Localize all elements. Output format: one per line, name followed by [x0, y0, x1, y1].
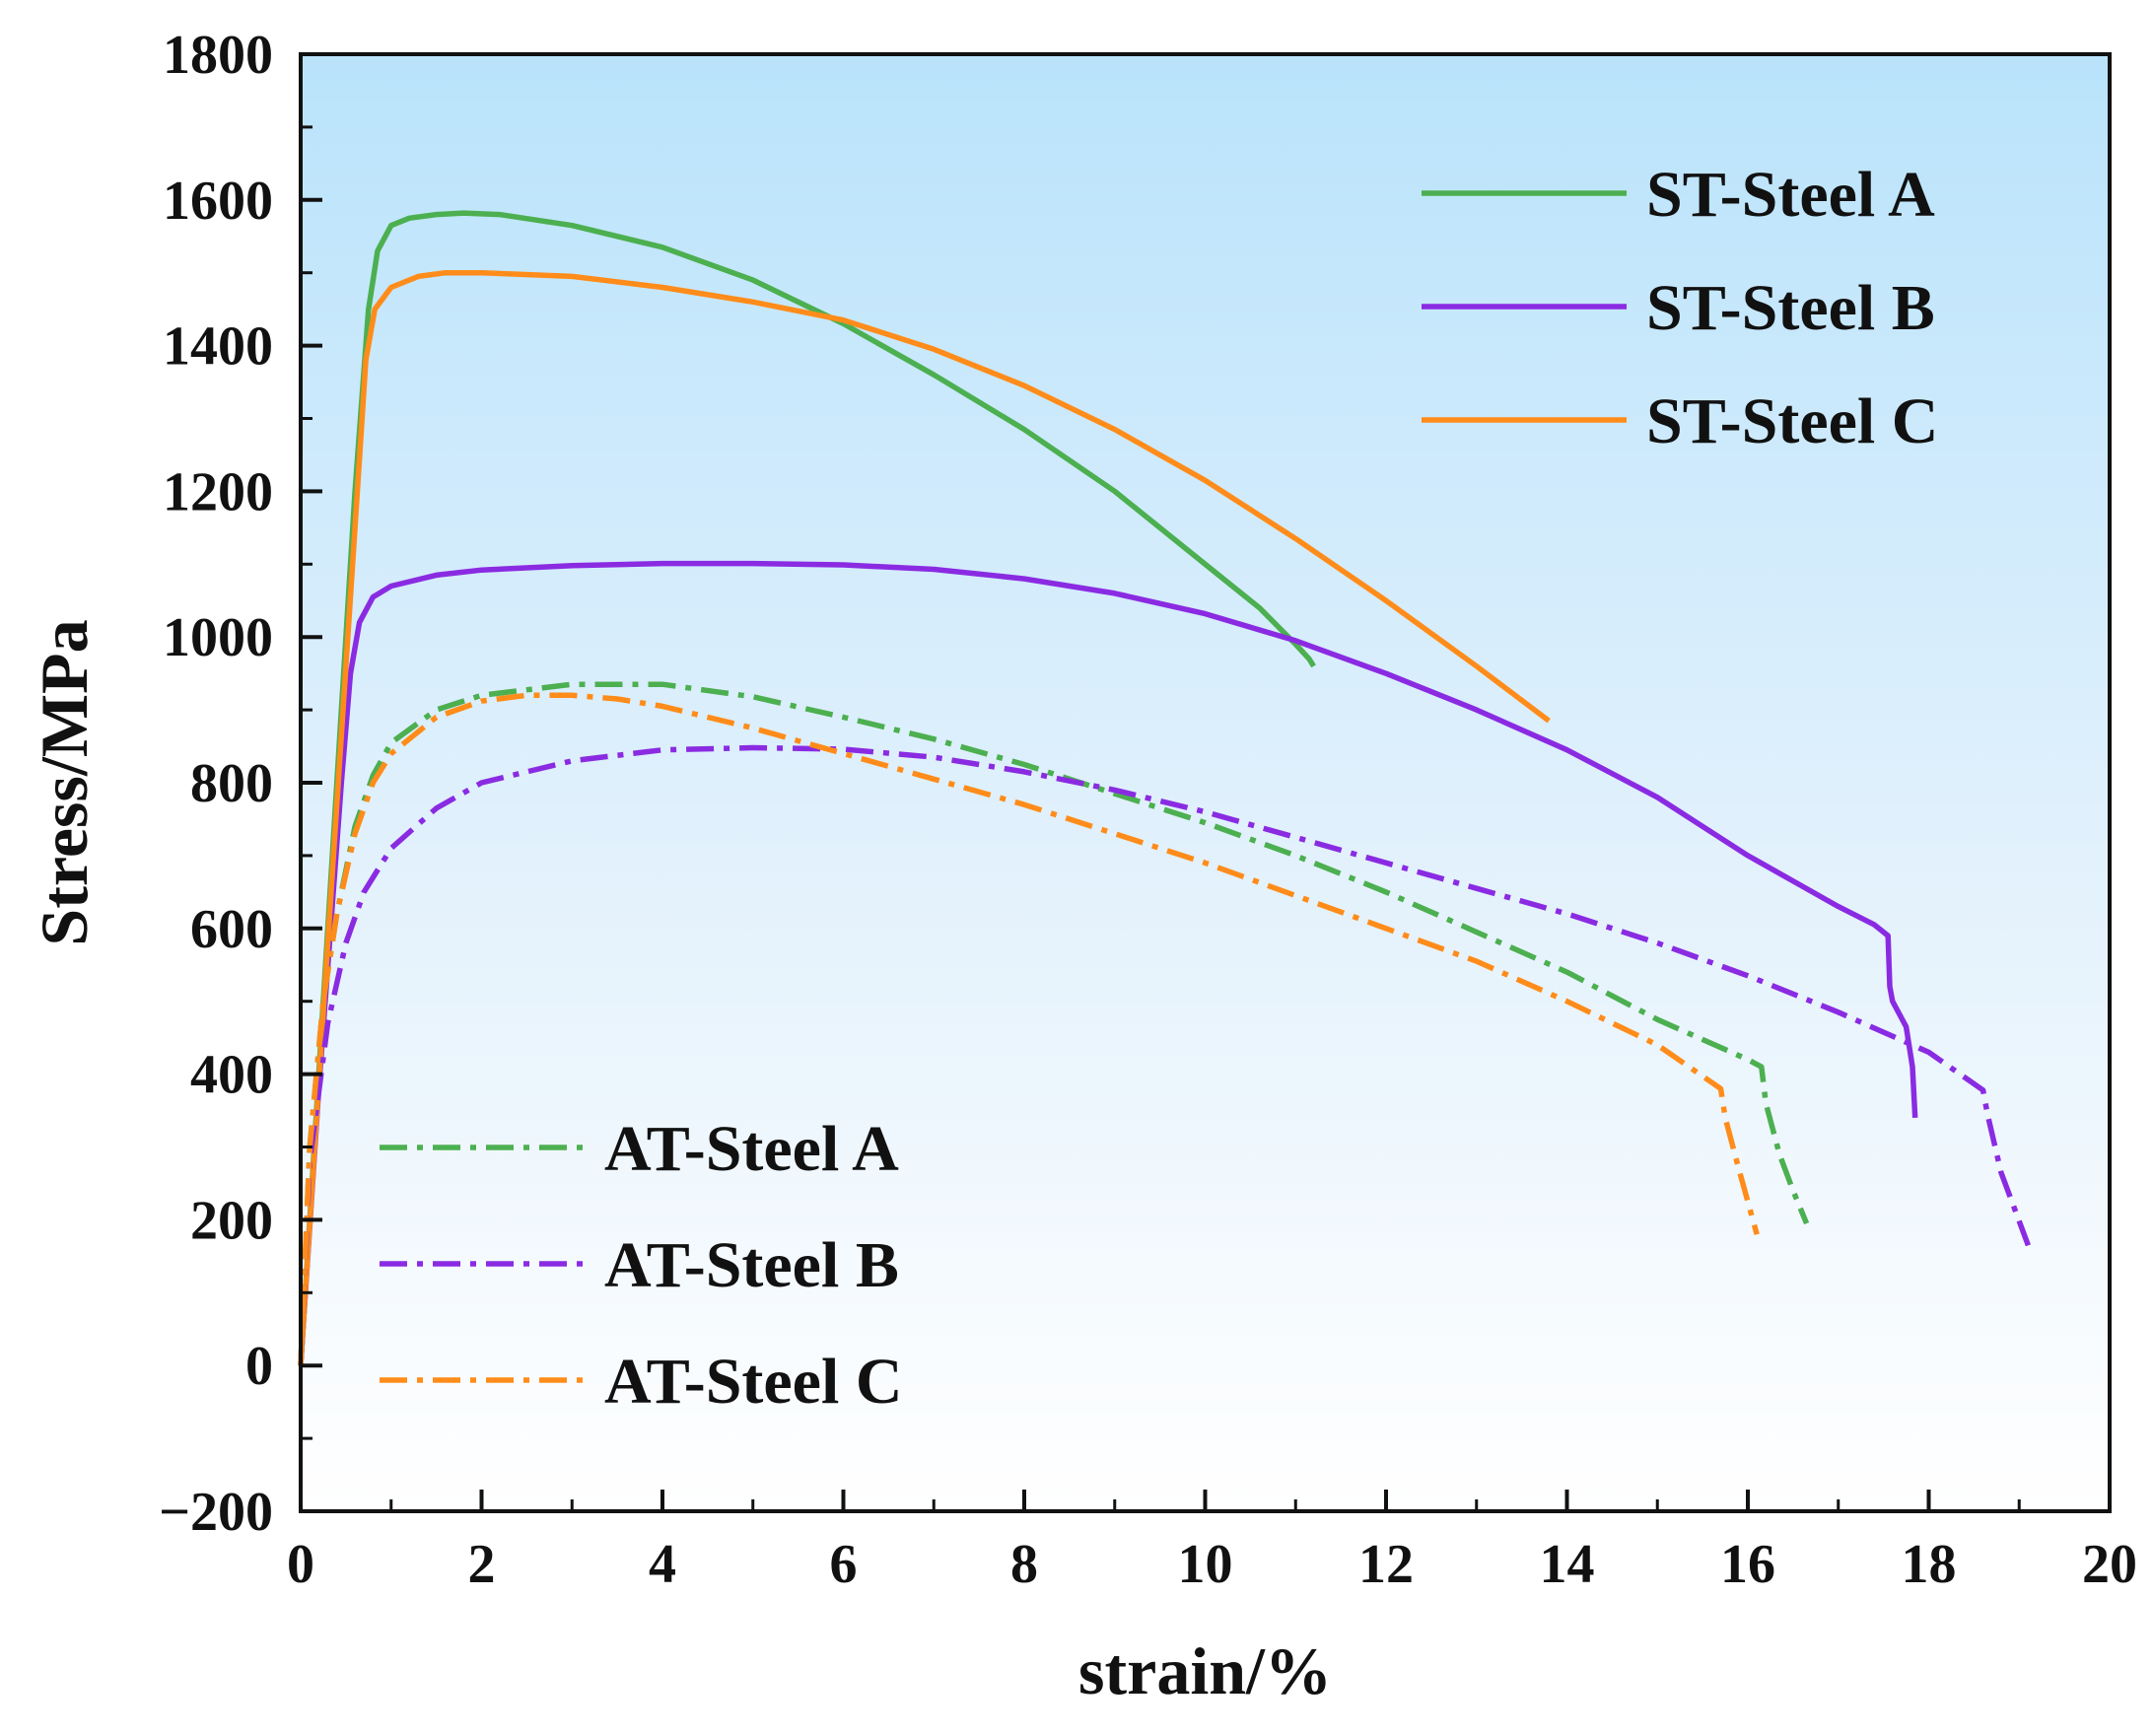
x-tick-label: 16: [1720, 1534, 1775, 1595]
series-line-at-steel-c: [298, 692, 1760, 1366]
y-tick-label: 1200: [163, 461, 273, 522]
tick-labels: 0 2 4 6 8 10 12 14 16 18 20−2000200400600800100012…: [159, 25, 2137, 1595]
y-tick-label: 400: [190, 1045, 273, 1106]
y-axis-title: Stress/MPa: [27, 619, 102, 945]
x-tick-label: 4: [649, 1534, 676, 1595]
legend-label: AT-Steel B: [604, 1229, 899, 1301]
legend-label: ST-Steel C: [1646, 385, 1938, 457]
y-tick-label: 1600: [163, 171, 273, 232]
legend-label: ST-Steel B: [1646, 272, 1935, 344]
legend-label: ST-Steel A: [1646, 159, 1935, 231]
x-tick-label: 2: [468, 1534, 496, 1595]
series-line-at-steel-b: [298, 744, 2031, 1366]
ticks-layer: [299, 52, 2112, 1513]
x-tick-label: 8: [1010, 1534, 1038, 1595]
x-tick-label: 18: [1902, 1534, 1957, 1595]
x-tick-label: 14: [1540, 1534, 1595, 1595]
x-tick-label: 20: [2082, 1534, 2137, 1595]
x-tick-label: 6: [830, 1534, 858, 1595]
series-line-st-steel-c: [298, 269, 1551, 1366]
series-line-st-steel-b: [298, 560, 1918, 1366]
x-tick-label: 12: [1358, 1534, 1414, 1595]
series-line-at-steel-a: [298, 681, 1810, 1366]
y-tick-label: 600: [190, 899, 273, 960]
legend: ST-Steel A ST-Steel B ST-Steel C AT-Steel A…: [380, 159, 1938, 1418]
series-line-st-steel-a: [298, 210, 1316, 1366]
y-tick-label: −200: [159, 1482, 273, 1543]
y-tick-label: 1800: [163, 25, 273, 86]
y-tick-label: 200: [190, 1190, 273, 1251]
x-axis-title: strain/%: [1078, 1633, 1332, 1708]
x-tick-label: 10: [1178, 1534, 1233, 1595]
y-tick-label: 1400: [163, 316, 273, 378]
legend-label: AT-Steel A: [604, 1113, 899, 1185]
y-tick-label: 0: [245, 1336, 273, 1397]
plot-background: [301, 54, 2110, 1511]
series-layer: [298, 210, 2031, 1366]
x-tick-label: 0: [287, 1534, 314, 1595]
y-tick-label: 800: [190, 753, 273, 814]
y-tick-label: 1000: [163, 607, 273, 668]
legend-label: AT-Steel C: [604, 1346, 902, 1418]
